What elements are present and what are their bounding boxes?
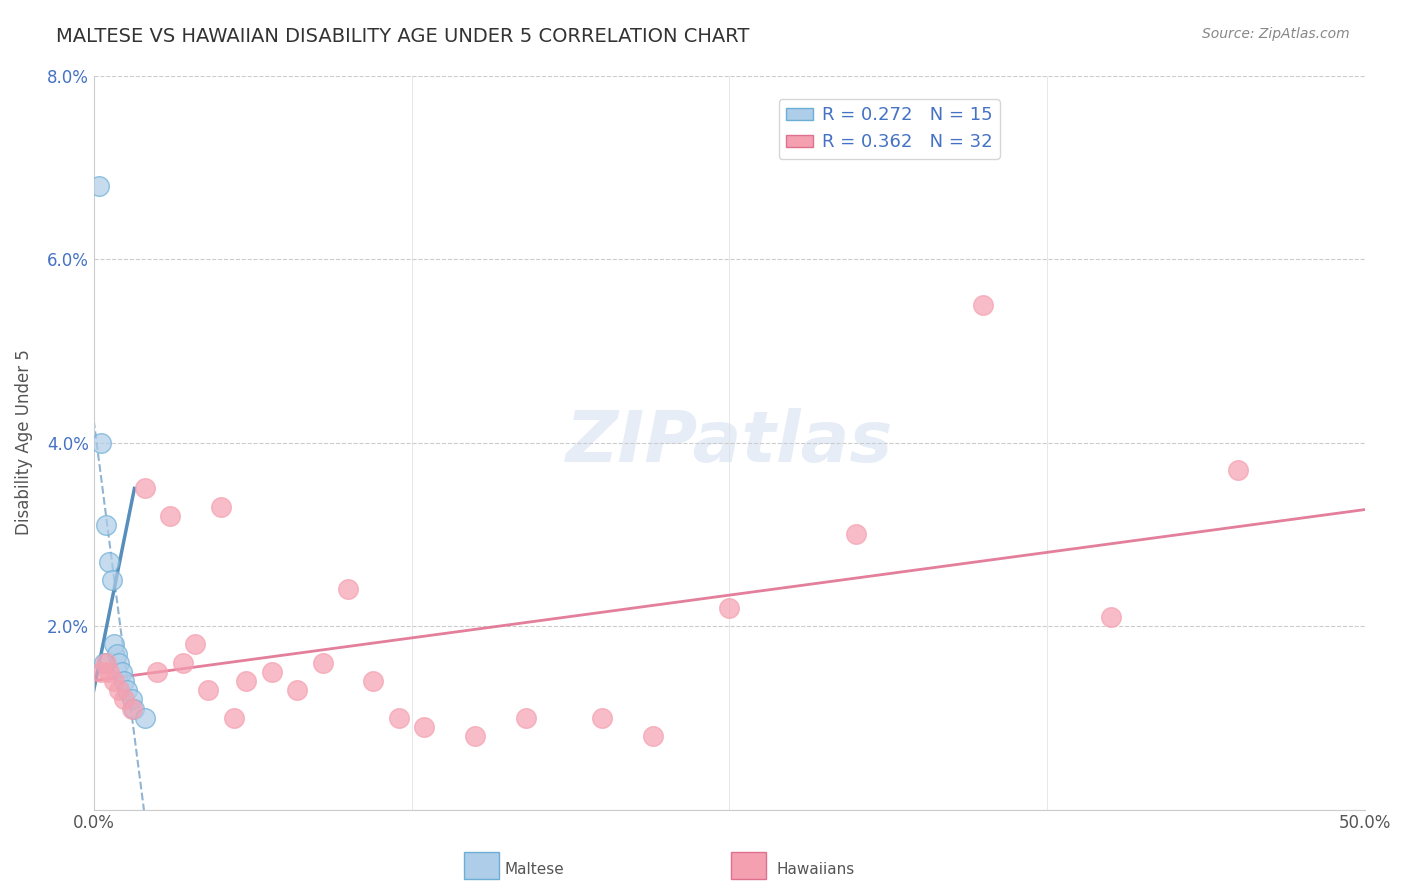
Point xyxy=(515,711,537,725)
Y-axis label: Disability Age Under 5: Disability Age Under 5 xyxy=(15,350,32,535)
Point xyxy=(105,647,128,661)
Point xyxy=(591,711,613,725)
Point xyxy=(90,435,112,450)
Point xyxy=(209,500,232,514)
Point xyxy=(311,656,333,670)
Point xyxy=(108,656,131,670)
Point xyxy=(134,711,156,725)
Point xyxy=(388,711,411,725)
Point xyxy=(972,298,994,312)
Point xyxy=(96,518,118,533)
Point xyxy=(260,665,283,679)
Point xyxy=(235,674,257,689)
Point xyxy=(363,674,385,689)
Point xyxy=(184,637,207,651)
Point xyxy=(159,508,181,523)
Point xyxy=(100,573,122,587)
Text: Source: ZipAtlas.com: Source: ZipAtlas.com xyxy=(1202,27,1350,41)
Text: ZIPatlas: ZIPatlas xyxy=(565,408,893,477)
Point xyxy=(87,178,110,193)
Point xyxy=(413,720,436,734)
Point xyxy=(112,674,135,689)
Text: MALTESE VS HAWAIIAN DISABILITY AGE UNDER 5 CORRELATION CHART: MALTESE VS HAWAIIAN DISABILITY AGE UNDER… xyxy=(56,27,749,45)
Point xyxy=(718,600,741,615)
Point xyxy=(197,683,219,698)
Point xyxy=(93,656,115,670)
Point xyxy=(103,674,125,689)
Point xyxy=(146,665,169,679)
Point xyxy=(112,692,135,706)
Text: Maltese: Maltese xyxy=(505,863,564,877)
Legend: R = 0.272   N = 15, R = 0.362   N = 32: R = 0.272 N = 15, R = 0.362 N = 32 xyxy=(779,99,1000,159)
Point xyxy=(98,665,121,679)
Point xyxy=(96,656,118,670)
Point xyxy=(1226,463,1249,477)
Point xyxy=(108,683,131,698)
Point xyxy=(121,692,143,706)
Point xyxy=(641,729,664,743)
Point xyxy=(111,665,134,679)
Point xyxy=(464,729,486,743)
Point xyxy=(845,527,868,541)
Point xyxy=(98,555,121,569)
Point xyxy=(90,665,112,679)
Point xyxy=(336,582,359,597)
Point xyxy=(124,701,146,715)
Point xyxy=(115,683,138,698)
Point xyxy=(285,683,308,698)
Point xyxy=(121,701,143,715)
Point xyxy=(222,711,245,725)
Point xyxy=(172,656,194,670)
Point xyxy=(134,482,156,496)
Text: Hawaiians: Hawaiians xyxy=(776,863,855,877)
Point xyxy=(103,637,125,651)
Point xyxy=(1099,610,1122,624)
